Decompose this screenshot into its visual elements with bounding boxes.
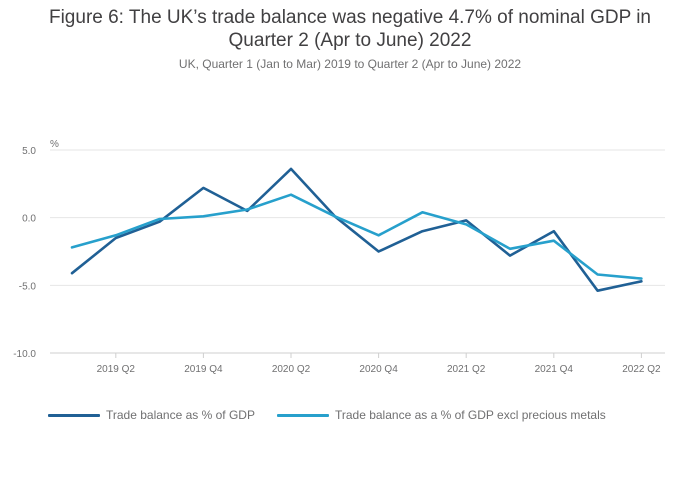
line-chart: 5.0 0.0 -5.0 -10.0% 2019 Q2 2019 Q4 2020 Q2 202…: [13, 139, 665, 375]
series-line-2: [70, 193, 643, 280]
chart-subtitle: UK, Quarter 1 (Jan to Mar) 2019 to Quart…: [178, 57, 522, 71]
legend-label-series-1: Trade balance as % of GDP: [106, 408, 255, 422]
y-tick-label: -5.0: [19, 281, 37, 292]
x-tick-label: 2019 Q4: [184, 364, 223, 375]
y-tick-label: 5.0: [22, 146, 36, 157]
legend-label-series-2: Trade balance as a % of GDP excl preciou…: [334, 408, 606, 422]
y-tick-label: 0.0: [22, 214, 36, 225]
x-tick-label: 2021 Q4: [535, 364, 574, 375]
y-axis-label: %: [50, 139, 59, 150]
legend-swatch-series-2: [276, 413, 329, 417]
chart-title-line-1: Figure 6: The UK’s trade balance was neg…: [48, 7, 651, 28]
legend-item-series-2[interactable]: Trade balance as a % of GDP excl preciou…: [276, 408, 606, 422]
legend-item-series-1[interactable]: Trade balance as % of GDP: [48, 408, 255, 422]
x-tick-label: 2019 Q2: [97, 364, 136, 375]
legend-swatch-series-1: [48, 413, 100, 417]
chart-title: Figure 6: The UK’s trade balance was neg…: [0, 6, 700, 52]
x-tick-label: 2020 Q4: [359, 364, 398, 375]
x-tick-label: 2021 Q2: [447, 364, 486, 375]
legend: Trade balance as % of GDP Trade balance …: [48, 408, 628, 422]
x-tick-label: 2020 Q2: [272, 364, 311, 375]
y-tick-label: -10.0: [13, 349, 36, 360]
chart-title-line-2: Quarter 2 (Apr to June) 2022: [228, 30, 472, 51]
series-line-1: [70, 167, 643, 293]
x-tick-label: 2022 Q2: [622, 364, 661, 375]
